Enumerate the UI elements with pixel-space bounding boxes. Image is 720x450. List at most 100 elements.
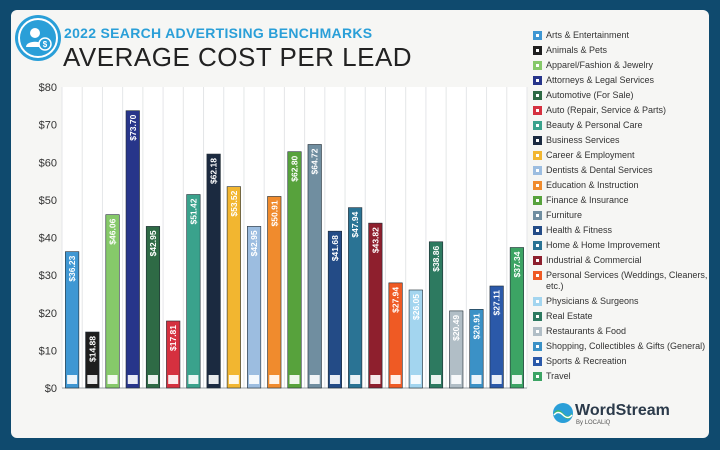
legend-swatch-icon [533,61,542,70]
legend-swatch-icon [533,357,542,366]
legend-swatch-icon [533,76,542,85]
legend-swatch-icon [533,121,542,130]
legend-label: Sports & Recreation [546,356,627,366]
bar [105,214,120,389]
legend-swatch-icon [533,181,542,190]
legend-item: Furniture [533,210,708,221]
legend-label: Attorneys & Legal Services [546,75,655,85]
legend-item: Health & Fitness [533,225,708,236]
bar [166,320,181,389]
legend-label: Furniture [546,210,583,220]
bar-value-label: $26.05 [411,294,421,320]
category-icon [289,375,300,384]
bar [327,230,342,389]
y-tick-label: $0 [45,383,57,395]
bar-value-label: $43.82 [370,227,380,253]
bar-value-label: $62.18 [209,158,219,184]
y-tick-label: $20 [39,308,57,320]
legend-label: Auto (Repair, Service & Parts) [546,105,667,115]
bar-value-label: $46.06 [108,218,118,244]
bar [125,110,140,389]
legend-swatch-icon [533,31,542,40]
legend-label: Health & Fitness [546,225,613,235]
bar-value-label: $17.81 [168,325,178,351]
bar-value-label: $37.34 [512,251,522,277]
legend-label: Apparel/Fashion & Jewelry [546,60,654,70]
legend-label: Travel [546,371,571,381]
category-icon [269,375,280,384]
bar-value-label: $64.72 [310,148,320,174]
bar [348,207,363,389]
bar-value-label: $50.91 [269,200,279,226]
bar [469,309,484,389]
legend-item: Apparel/Fashion & Jewelry [533,60,708,71]
legend-item: Shopping, Collectibles & Gifts (General) [533,341,708,352]
legend-item: Attorneys & Legal Services [533,75,708,86]
legend-item: Career & Employment [533,150,708,161]
bar-value-label: $42.95 [148,230,158,256]
chart-supertitle: 2022 SEARCH ADVERTISING BENCHMARKS [64,25,373,41]
bar [368,222,383,389]
legend-swatch-icon [533,46,542,55]
bar-value-label: $51.42 [188,198,198,224]
legend-swatch-icon [533,342,542,351]
category-icon [431,375,442,384]
y-tick-label: $40 [39,233,57,245]
bar-value-label: $73.70 [128,114,138,140]
category-icon [410,375,421,384]
legend-label: Real Estate [546,311,593,321]
bar-value-label: $38.86 [431,246,441,272]
bar-value-label: $27.11 [492,290,502,316]
category-icon [309,375,320,384]
chart-title: AVERAGE COST PER LEAD [63,42,413,72]
category-icon [107,375,118,384]
bar-value-label: $27.94 [391,287,401,313]
brand-subtitle: By LOCALiQ [576,420,611,426]
bar [85,331,100,389]
bar-value-label: $41.68 [330,235,340,261]
bar-value-label: $42.95 [249,230,259,256]
brand-name: WordStream [575,402,670,419]
legend-swatch-icon [533,271,542,280]
bar-value-label: $53.52 [229,190,239,216]
y-tick-label: $30 [39,270,57,282]
category-icon [249,375,260,384]
bar [489,285,504,389]
bar-value-label: $20.91 [471,313,481,339]
category-icon [188,375,199,384]
y-tick-label: $70 [39,120,57,132]
category-icon [208,375,219,384]
legend-swatch-icon [533,312,542,321]
category-icon [390,375,401,384]
category-icon [350,375,361,384]
category-icon [67,375,78,384]
legend-label: Industrial & Commercial [546,255,642,265]
legend-swatch-icon [533,106,542,115]
legend-swatch-icon [533,166,542,175]
legend-swatch-icon [533,226,542,235]
legend-swatch-icon [533,91,542,100]
benchmark-logo-icon: $ [15,15,61,61]
legend-swatch-icon [533,211,542,220]
legend-item: Personal Services (Weddings, Cleaners, e… [533,270,708,292]
bar [145,226,161,389]
legend-item: Business Services [533,135,708,146]
legend-swatch-icon [533,297,542,306]
bar [65,251,80,389]
category-icon [87,375,98,384]
wordstream-logo-icon [553,403,573,423]
category-icon [451,375,462,384]
bar [428,241,444,389]
category-icon [511,375,522,384]
legend-item: Arts & Entertainment [533,30,708,41]
category-icon [147,375,158,384]
legend-item: Automotive (For Sale) [533,90,708,101]
category-icon [127,375,138,384]
category-icon [471,375,482,384]
legend-item: Travel [533,371,708,382]
bar [408,289,423,389]
legend-label: Shopping, Collectibles & Gifts (General) [546,341,706,351]
legend-swatch-icon [533,241,542,250]
legend-label: Finance & Insurance [546,195,629,205]
